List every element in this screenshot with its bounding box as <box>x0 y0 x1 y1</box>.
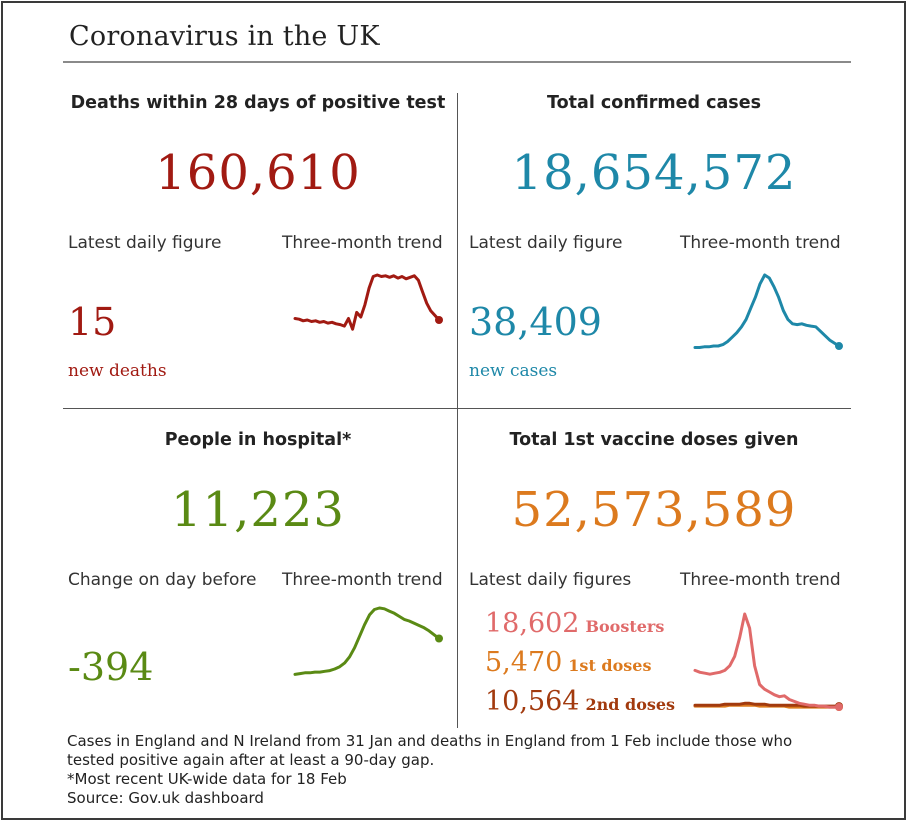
cases-total: 18,654,572 <box>511 145 797 201</box>
hospital-trend-label: Three-month trend <box>282 570 443 590</box>
cases-panel: Total confirmed cases 18,654,572 Latest … <box>457 91 851 401</box>
cases-trend-label: Three-month trend <box>680 233 841 253</box>
hospital-change-label: Change on day before <box>68 570 257 590</box>
deaths-trend-label: Three-month trend <box>282 233 443 253</box>
cases-daily-value: 38,409 <box>469 300 602 344</box>
boosters-value: 18,602 <box>485 608 580 639</box>
second-doses-row: 10,564 2nd doses <box>485 686 675 717</box>
first-doses-row: 5,470 1st doses <box>485 647 651 678</box>
footnote-line: *Most recent UK-wide data for 18 Feb <box>67 770 347 788</box>
deaths-daily-sublabel: new deaths <box>68 361 167 381</box>
vaccine-panel: Total 1st vaccine doses given 52,573,589… <box>457 428 851 738</box>
hospital-panel: People in hospital* 11,223 Change on day… <box>61 428 455 738</box>
hospital-sparkline <box>293 606 443 676</box>
footnote-line: tested positive again after at least a 9… <box>67 751 435 769</box>
cases-latest-label: Latest daily figure <box>469 233 623 253</box>
horizontal-divider <box>63 408 851 409</box>
vaccine-latest-label: Latest daily figures <box>469 570 632 590</box>
deaths-sparkline <box>293 273 443 331</box>
footnote-line: Cases in England and N Ireland from 31 J… <box>67 732 793 750</box>
sparkline-boosters-line <box>693 612 841 709</box>
footnotes: Cases in England and N Ireland from 31 J… <box>67 732 857 808</box>
vaccine-total: 52,573,589 <box>511 482 797 538</box>
sparkline-deaths-line <box>293 273 441 331</box>
sparkline-hospital-line <box>293 606 441 676</box>
second-doses-label: 2nd doses <box>585 695 676 714</box>
deaths-latest-label: Latest daily figure <box>68 233 222 253</box>
footnote-line: Source: Gov.uk dashboard <box>67 789 264 807</box>
second-doses-value: 10,564 <box>485 686 580 717</box>
cases-daily-sublabel: new cases <box>469 361 558 381</box>
vaccine-heading: Total 1st vaccine doses given <box>509 430 799 450</box>
sparkline-cases-end-dot <box>835 342 843 351</box>
sparkline-hospital-end-dot <box>435 634 443 643</box>
deaths-daily-value: 15 <box>68 300 117 344</box>
first-doses-label: 1st doses <box>568 656 652 675</box>
deaths-heading: Deaths within 28 days of positive test <box>70 93 446 113</box>
sparkline-deaths-end-dot <box>435 316 443 325</box>
vertical-divider <box>457 93 458 728</box>
deaths-total: 160,610 <box>155 145 361 201</box>
cases-heading: Total confirmed cases <box>547 93 761 113</box>
first-doses-value: 5,470 <box>485 647 563 678</box>
vaccine-trend-label: Three-month trend <box>680 570 841 590</box>
page-title: Coronavirus in the UK <box>69 21 380 52</box>
hospital-heading: People in hospital* <box>164 430 352 450</box>
hospital-total: 11,223 <box>171 482 345 538</box>
sparkline-boosters-end-dot <box>835 703 843 712</box>
title-divider <box>63 61 851 63</box>
vaccine-sparkline <box>693 612 843 712</box>
boosters-label: Boosters <box>585 617 665 636</box>
hospital-change-value: -394 <box>68 645 154 689</box>
deaths-panel: Deaths within 28 days of positive test 1… <box>61 91 455 401</box>
cases-sparkline <box>693 273 843 351</box>
boosters-row: 18,602 Boosters <box>485 608 664 639</box>
sparkline-cases-line <box>693 273 841 349</box>
